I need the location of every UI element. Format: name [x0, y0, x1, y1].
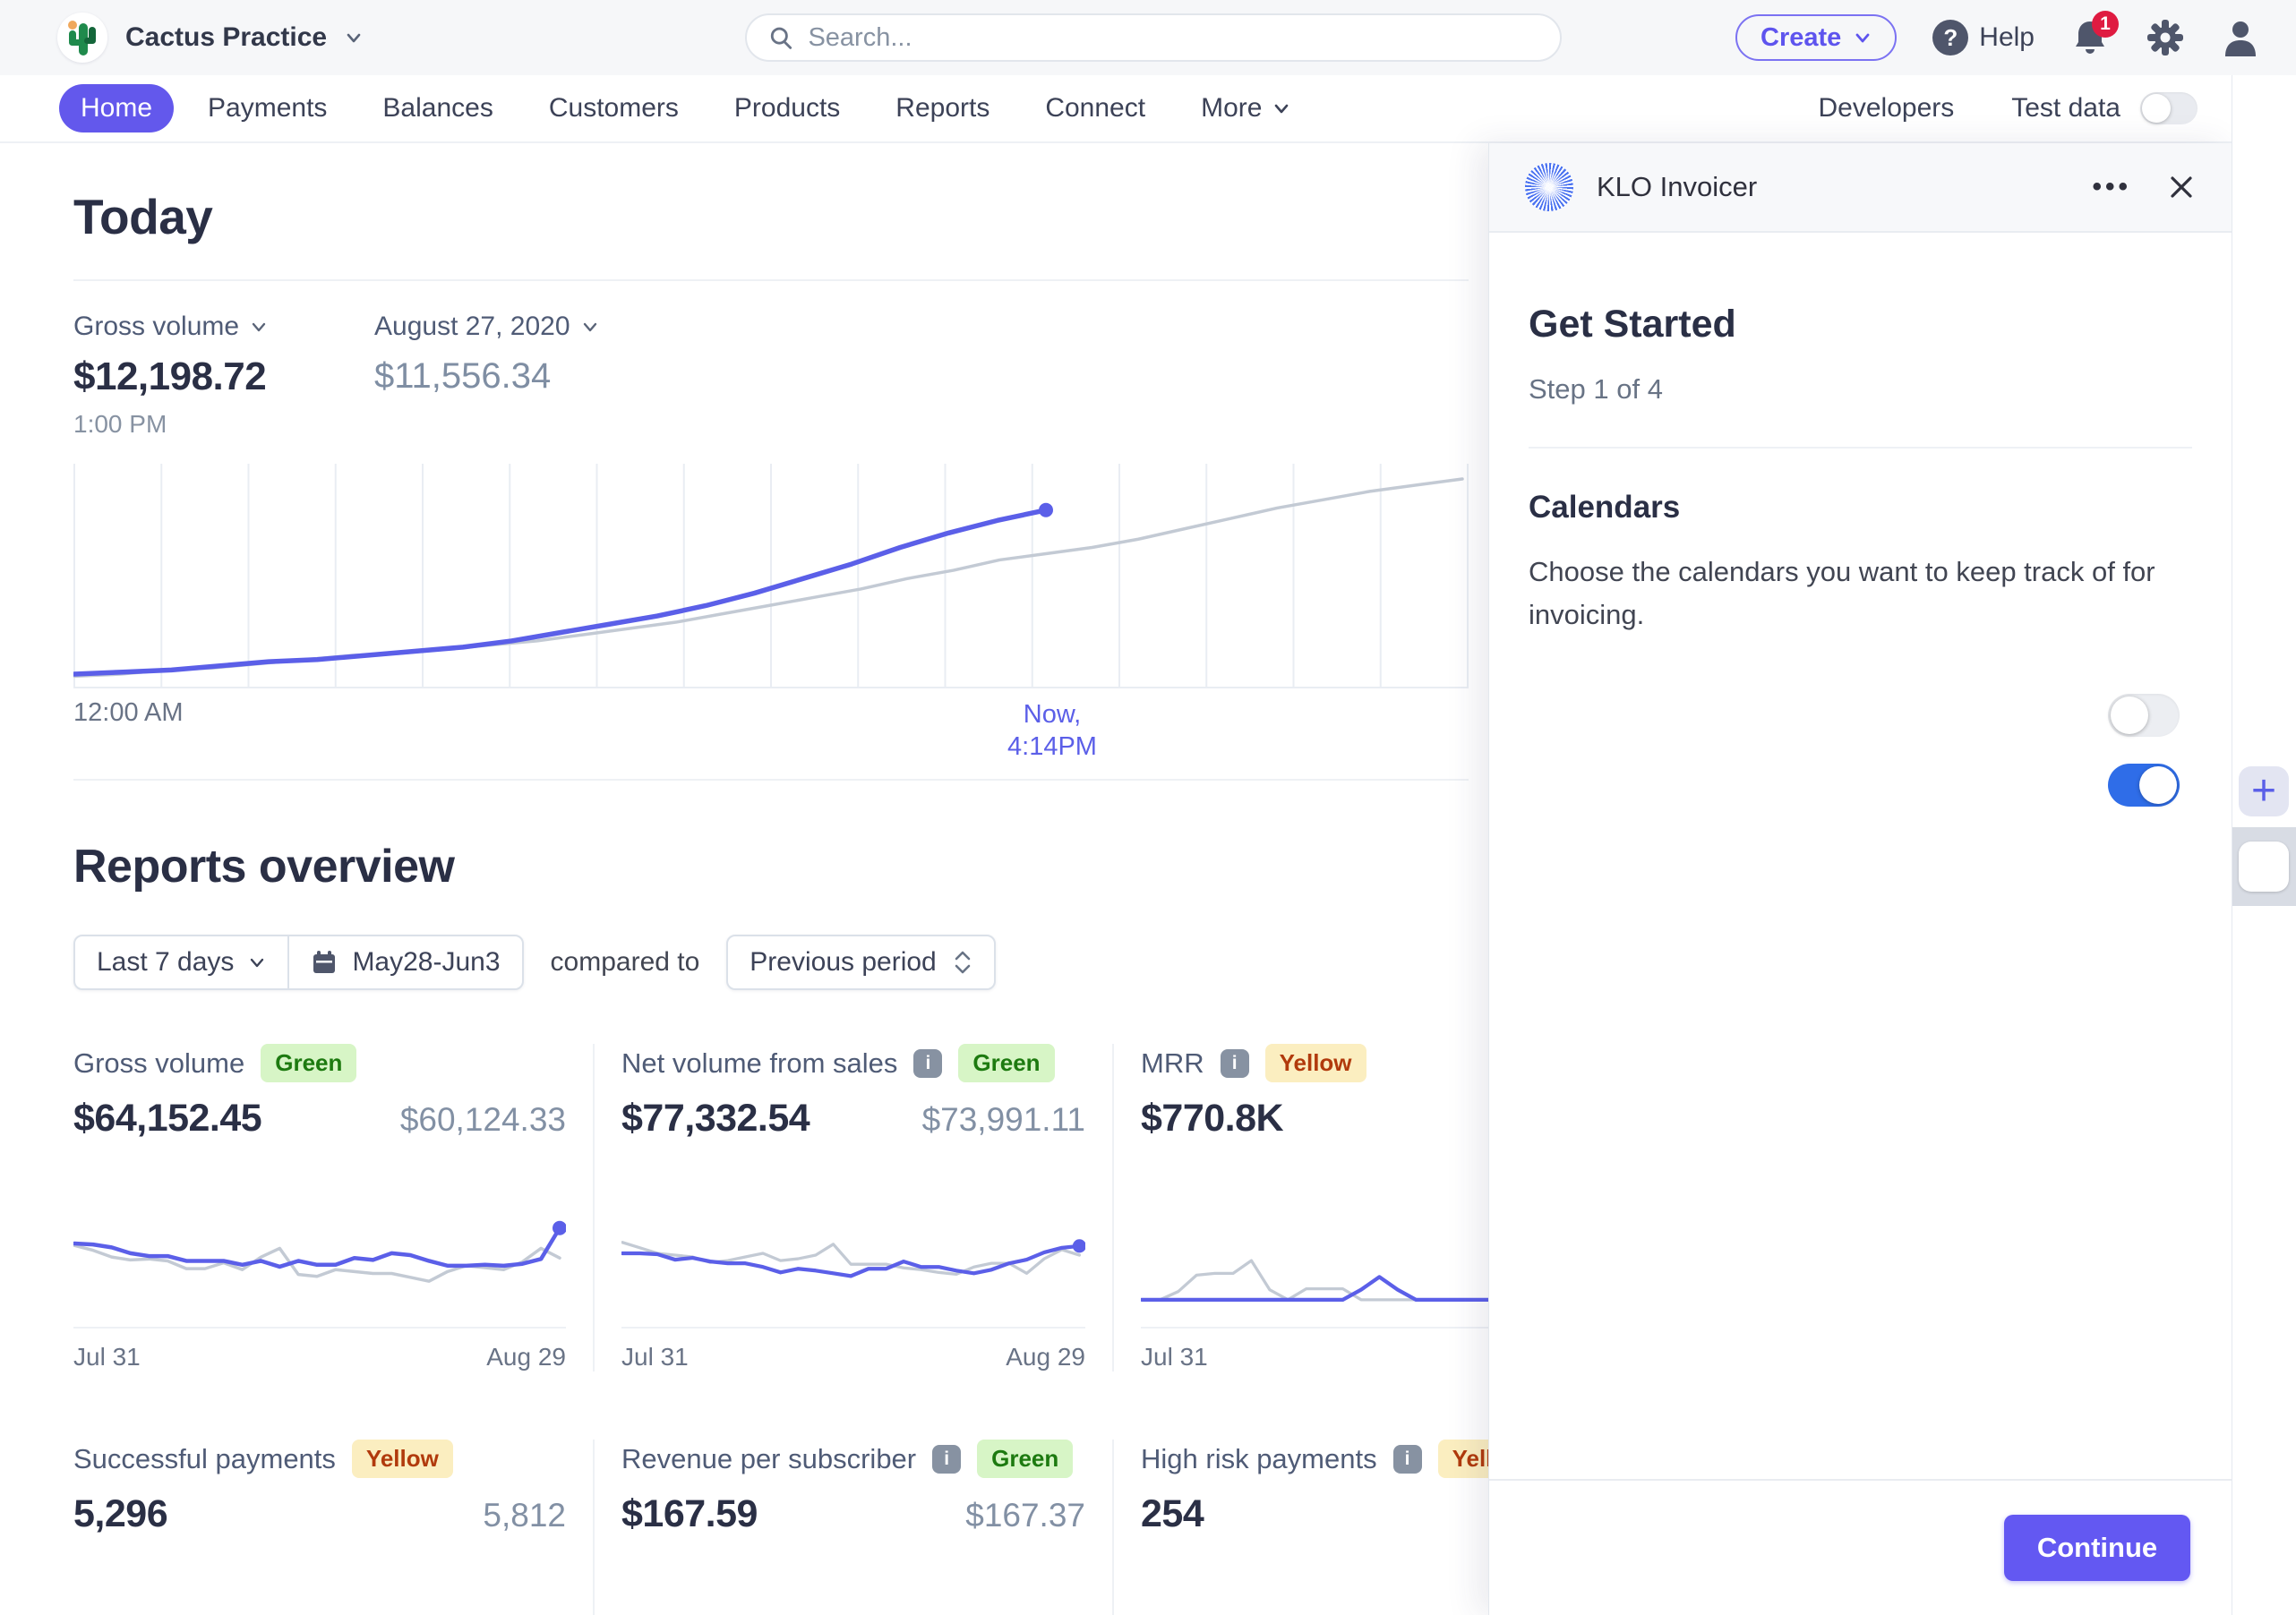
- reports-heading: Reports overview: [73, 841, 455, 893]
- notification-badge: 1: [2092, 11, 2119, 38]
- chart-now-label: Now, 4:14PM: [1007, 700, 1097, 762]
- divider: [73, 779, 1469, 781]
- range-dropdown[interactable]: Last 7 days: [75, 936, 287, 988]
- calendar-toggle-2[interactable]: [2108, 764, 2180, 808]
- toggle-knob: [2142, 94, 2171, 123]
- metric-card-net-volume[interactable]: Net volume from sales i Green $77,332.54…: [593, 1044, 1112, 1371]
- developers-link[interactable]: Developers: [1818, 93, 1955, 123]
- metric-card-successful-payments[interactable]: Successful payments Yellow 5,296 5,812 J…: [73, 1440, 593, 1615]
- metric-card-revenue-per-subscriber[interactable]: Revenue per subscriber i Green $167.59 $…: [593, 1440, 1112, 1615]
- main-nav: Home Payments Balances Customers Product…: [0, 75, 2296, 143]
- chart-axis-start: 12:00 AM: [73, 698, 184, 727]
- browser-edge-sidebar: +: [2232, 75, 2296, 1615]
- topbar: Cactus Practice Create ? Help 1: [0, 0, 2296, 75]
- test-data-toggle[interactable]: [2140, 92, 2197, 124]
- chevron-down-icon: [583, 322, 596, 332]
- edge-selected-slot: [2232, 827, 2296, 906]
- status-badge: Yellow: [351, 1440, 453, 1478]
- updown-chevrons-icon: [955, 951, 971, 974]
- tab-products[interactable]: Products: [733, 93, 841, 123]
- add-extension-button[interactable]: +: [2239, 766, 2289, 816]
- question-mark-icon: ?: [1932, 20, 1969, 56]
- search-input[interactable]: [745, 13, 1562, 62]
- info-icon[interactable]: i: [932, 1444, 962, 1474]
- date-range-group: Last 7 days May28-Jun3: [73, 935, 524, 990]
- test-data-label: Test data: [2011, 93, 2120, 123]
- calendars-description: Choose the calendars you want to keep tr…: [1529, 556, 2155, 631]
- calendars-heading: Calendars: [1529, 490, 1681, 525]
- workspace-switcher[interactable]: Cactus Practice: [57, 13, 363, 63]
- chevron-down-icon: [252, 322, 266, 332]
- compared-to-label: compared to: [550, 947, 700, 977]
- extension-button[interactable]: [2239, 842, 2289, 892]
- compare-period-select[interactable]: Previous period: [726, 935, 996, 990]
- notifications-button[interactable]: 1: [2070, 11, 2119, 57]
- tab-more[interactable]: More: [1179, 84, 1312, 132]
- profile-button[interactable]: [2221, 18, 2260, 57]
- main-content: Today Gross volume $12,198.72 1:00 PM Au…: [0, 143, 2296, 1615]
- info-icon[interactable]: i: [1220, 1048, 1249, 1078]
- date-range-button[interactable]: May28-Jun3: [287, 936, 521, 988]
- cactus-logo-icon: [57, 13, 107, 63]
- plus-icon: +: [2250, 767, 2277, 815]
- search-icon: [770, 27, 792, 49]
- gross-volume-selector[interactable]: Gross volume: [73, 312, 374, 342]
- compare-value: $11,556.34: [374, 356, 552, 396]
- chevron-down-icon: [347, 33, 361, 43]
- avatar-icon: [2225, 21, 2256, 56]
- gross-volume-time: 1:00 PM: [73, 410, 167, 438]
- step-indicator: Step 1 of 4: [1529, 373, 1663, 405]
- tab-balances[interactable]: Balances: [382, 93, 493, 123]
- close-icon[interactable]: [2167, 173, 2196, 201]
- klo-invoicer-logo-icon: [1525, 163, 1573, 211]
- klo-invoicer-panel: KLO Invoicer ••• Get Started Step 1 of 4…: [1488, 143, 2232, 1615]
- calendar-toggle-1[interactable]: [2108, 694, 2180, 738]
- gear-icon: [2147, 20, 2183, 56]
- tab-connect[interactable]: Connect: [1045, 93, 1146, 123]
- toggle-knob: [2139, 766, 2177, 805]
- chevron-down-icon: [1275, 104, 1289, 114]
- tab-payments[interactable]: Payments: [208, 93, 328, 123]
- today-heading: Today: [73, 189, 213, 244]
- tab-reports[interactable]: Reports: [895, 93, 990, 123]
- status-badge: Green: [261, 1044, 357, 1082]
- create-button[interactable]: Create: [1735, 14, 1898, 61]
- status-badge: Green: [958, 1044, 1055, 1082]
- sparkline-chart: [73, 1592, 566, 1615]
- gross-volume-value: $12,198.72: [73, 355, 267, 398]
- account-name: Cactus Practice: [125, 22, 328, 52]
- info-icon[interactable]: i: [913, 1048, 943, 1078]
- panel-title: KLO Invoicer: [1597, 171, 1758, 202]
- tab-customers[interactable]: Customers: [548, 93, 679, 123]
- more-options-icon[interactable]: •••: [2092, 172, 2131, 201]
- sparkline-chart: [73, 1220, 566, 1283]
- info-icon[interactable]: i: [1392, 1444, 1422, 1474]
- get-started-heading: Get Started: [1529, 303, 1736, 346]
- continue-button[interactable]: Continue: [2004, 1515, 2190, 1581]
- reports-grid: Gross volume Green $64,152.45 $60,124.33…: [73, 1044, 1632, 1615]
- status-badge: Green: [977, 1440, 1074, 1478]
- sparkline-chart: [621, 1592, 1085, 1615]
- settings-button[interactable]: [2146, 18, 2185, 57]
- date-selector[interactable]: August 27, 2020: [374, 312, 599, 342]
- chevron-down-icon: [251, 958, 264, 968]
- today-chart: [73, 464, 1469, 688]
- search-field[interactable]: [808, 22, 1538, 53]
- status-badge: Yellow: [1264, 1044, 1366, 1082]
- metric-card-mrr[interactable]: MRR i Yellow $770.8K Jul 31: [1112, 1044, 1632, 1371]
- divider: [73, 279, 1469, 281]
- metric-card-gross-volume[interactable]: Gross volume Green $64,152.45 $60,124.33…: [73, 1044, 593, 1371]
- divider: [1529, 447, 2192, 449]
- chevron-down-icon: [1855, 33, 1870, 43]
- toggle-knob: [2111, 696, 2148, 735]
- calendar-icon: [313, 951, 336, 973]
- sparkline-chart: [621, 1239, 1085, 1278]
- help-button[interactable]: ? Help: [1932, 20, 2035, 56]
- tab-home[interactable]: Home: [59, 84, 175, 132]
